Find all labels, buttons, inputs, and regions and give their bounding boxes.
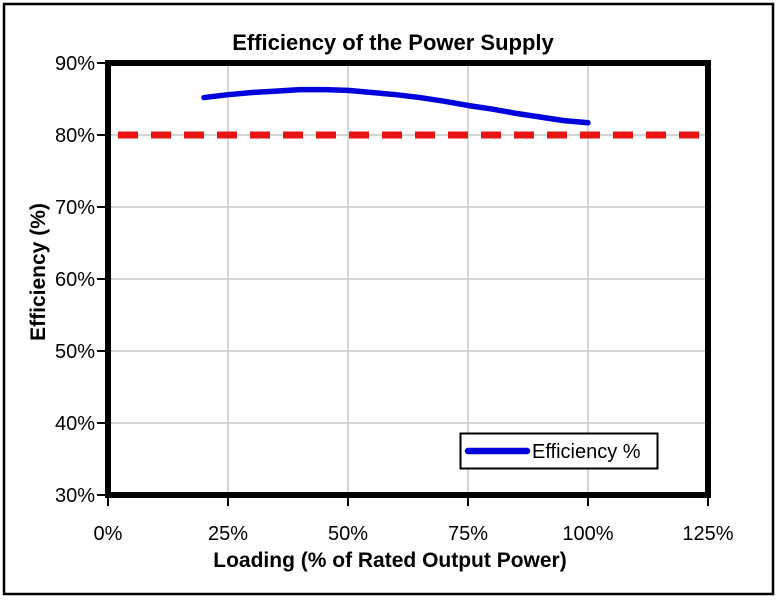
x-tick-label: 0% xyxy=(94,523,123,545)
x-tick-label: 25% xyxy=(208,523,248,545)
plot-area-border xyxy=(105,60,711,498)
legend-label: Efficiency % xyxy=(532,441,641,463)
series-layer xyxy=(201,86,591,126)
x-tick-label: 50% xyxy=(328,523,368,545)
x-axis-title: Loading (% of Rated Output Power) xyxy=(213,549,566,572)
y-tick-label: 40% xyxy=(55,413,95,435)
y-tick-label: 50% xyxy=(55,341,95,363)
y-tick-label: 30% xyxy=(55,485,95,507)
y-tick-label: 60% xyxy=(55,269,95,291)
x-tick-label: 125% xyxy=(682,523,733,545)
chart-title: Efficiency of the Power Supply xyxy=(232,30,554,55)
x-tick-label: 100% xyxy=(562,523,613,545)
x-tick-label: 75% xyxy=(448,523,488,545)
efficiency-curve xyxy=(201,86,591,126)
tick-labels-layer: 0% 25% 50% 75% 100% 125% 30% 40% 50% 60% 70% 80% 90% xyxy=(55,53,734,545)
y-tick-label: 90% xyxy=(55,53,95,75)
y-tick-label: 80% xyxy=(55,125,95,147)
legend: Efficiency % xyxy=(459,432,659,470)
tick-marks-layer xyxy=(97,62,709,506)
y-tick-label: 70% xyxy=(55,197,95,219)
y-axis-title: Efficiency (%) xyxy=(27,203,50,341)
